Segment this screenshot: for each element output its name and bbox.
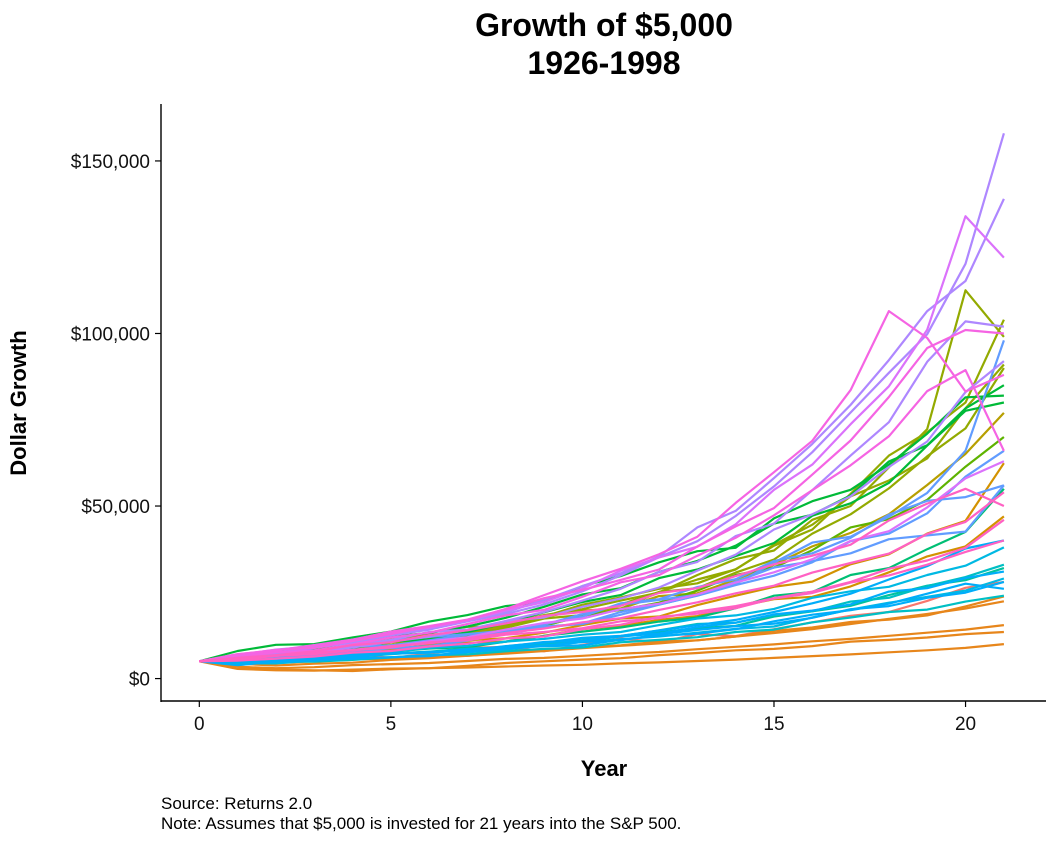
series-line-43	[199, 539, 1005, 663]
x-tick-label: 15	[763, 714, 784, 735]
x-tick-label: 0	[194, 714, 205, 735]
caption-note: Note: Assumes that $5,000 is invested fo…	[161, 814, 682, 833]
series-line-4	[199, 630, 1004, 673]
y-tick-label: $0	[129, 670, 150, 691]
y-axis-title: Dollar Growth	[6, 330, 31, 475]
chart-title-line1: Growth of $5,000	[475, 7, 733, 43]
series-layer	[199, 132, 1005, 673]
x-tick-label: 20	[955, 714, 976, 735]
x-tick-label: 5	[386, 714, 397, 735]
series-line-3	[199, 624, 1005, 670]
x-axis-title: Year	[581, 756, 628, 781]
y-ticks: $0 $50,000 $100,000 $150,000	[71, 152, 161, 691]
caption-source: Source: Returns 2.0	[161, 794, 313, 813]
x-ticks: 0 5 10 15 20	[194, 701, 976, 735]
series-line-42	[199, 487, 1005, 663]
series-line-21	[199, 594, 1005, 665]
series-line-33	[199, 360, 1005, 663]
series-line-39	[199, 310, 1005, 663]
y-tick-label: $100,000	[71, 324, 150, 345]
y-tick-label: $50,000	[81, 497, 150, 518]
x-tick-label: 10	[572, 714, 593, 735]
chart-title-line2: 1926-1998	[527, 45, 680, 81]
y-tick-label: $150,000	[71, 152, 150, 173]
series-line-44	[199, 518, 1005, 663]
caption: Source: Returns 2.0 Note: Assumes that $…	[161, 794, 681, 834]
series-line-38	[199, 328, 1004, 663]
series-line-27	[199, 580, 1005, 663]
